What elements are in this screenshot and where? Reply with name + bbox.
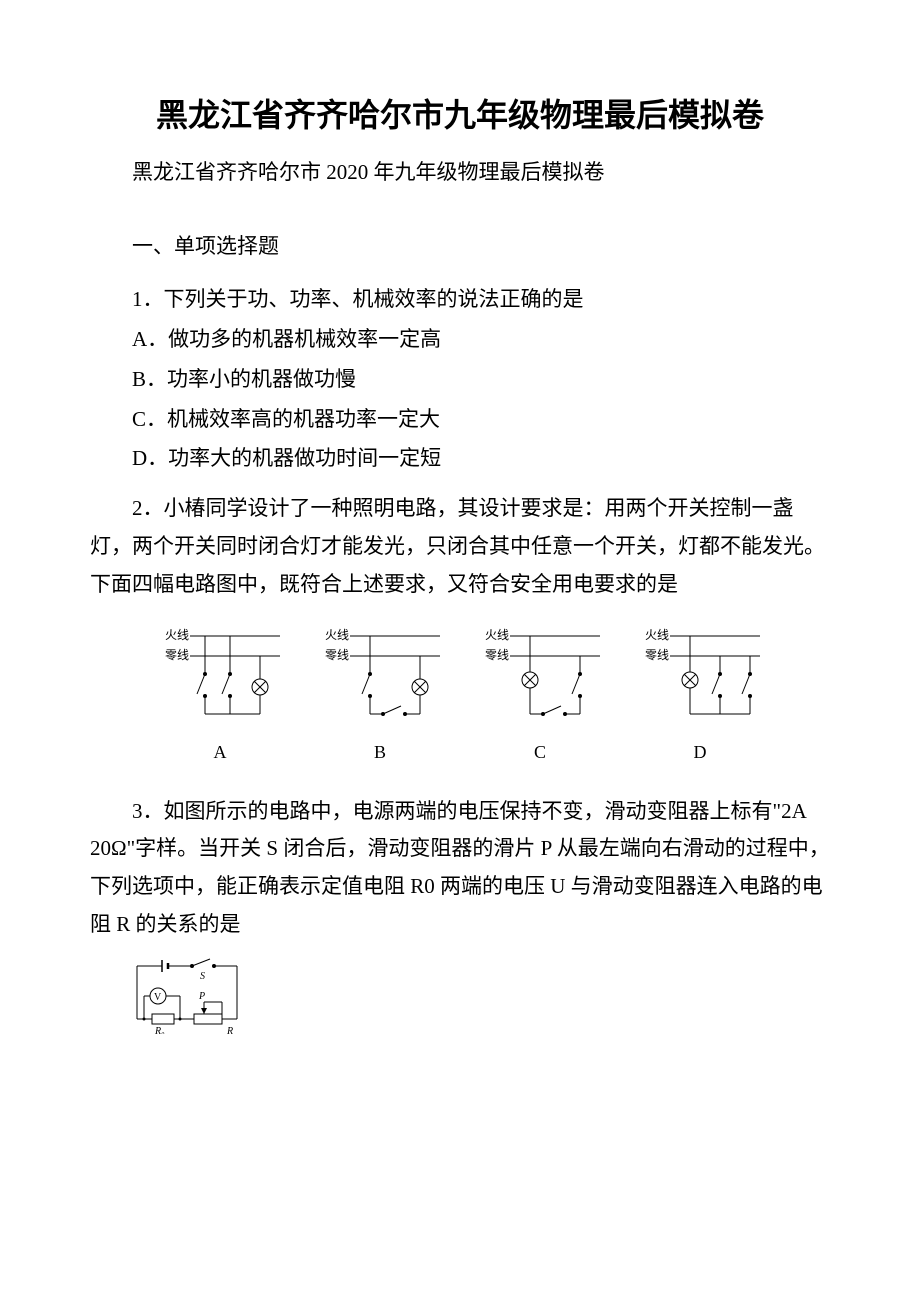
switch-S-label: S: [200, 971, 205, 982]
circuit-D-label: D: [635, 742, 765, 763]
circuit-B: 火线 零线: [315, 624, 445, 763]
circuit-A: 火线 零线: [155, 624, 285, 763]
circuit-B-svg: 火线 零线: [315, 624, 445, 734]
q3-stem: 3．如图所示的电路中，电源两端的电压保持不变，滑动变阻器上标有"2A 20Ω"字…: [90, 793, 830, 944]
live-label: 火线: [485, 628, 509, 642]
V-label: V: [154, 992, 162, 1003]
q2-stem: 2．小椿同学设计了一种照明电路，其设计要求是：用两个开关控制一盏灯，两个开关同时…: [90, 490, 830, 603]
circuit-C-svg: 火线 零线: [475, 624, 605, 734]
neutral-label: 零线: [325, 648, 349, 662]
circuit-C-label: C: [475, 742, 605, 763]
circuit-C: 火线 零线: [475, 624, 605, 763]
question-2: 2．小椿同学设计了一种照明电路，其设计要求是：用两个开关控制一盏灯，两个开关同时…: [90, 490, 830, 762]
circuit-diagrams-row: 火线 零线: [90, 624, 830, 763]
R-label: R: [226, 1026, 233, 1034]
q1-optD: D．功率大的机器做功时间一定短: [90, 440, 830, 478]
document-subtitle: 黑龙江省齐齐哈尔市 2020 年九年级物理最后模拟卷: [90, 156, 830, 190]
q1-optC: C．机械效率高的机器功率一定大: [90, 401, 830, 439]
q1-optB: B．功率小的机器做功慢: [90, 361, 830, 399]
question-3: 3．如图所示的电路中，电源两端的电压保持不变，滑动变阻器上标有"2A 20Ω"字…: [90, 793, 830, 1039]
question-1: 1．下列关于功、功率、机械效率的说法正确的是 A．做功多的机器机械效率一定高 B…: [90, 281, 830, 478]
q3-circuit: S R₀ R P: [122, 954, 830, 1039]
neutral-label: 零线: [165, 648, 189, 662]
document-title: 黑龙江省齐齐哈尔市九年级物理最后模拟卷: [90, 90, 830, 136]
circuit-A-label: A: [155, 742, 285, 763]
circuit-A-svg: 火线 零线: [155, 624, 285, 734]
live-label: 火线: [165, 628, 189, 642]
live-label: 火线: [645, 628, 669, 642]
neutral-label: 零线: [485, 648, 509, 662]
q1-stem: 1．下列关于功、功率、机械效率的说法正确的是: [90, 281, 830, 319]
P-label: P: [198, 991, 205, 1002]
q3-circuit-svg: S R₀ R P: [122, 954, 252, 1034]
R0-label: R₀: [154, 1026, 165, 1034]
q1-optA: A．做功多的机器机械效率一定高: [90, 321, 830, 359]
circuit-B-label: B: [315, 742, 445, 763]
live-label: 火线: [325, 628, 349, 642]
neutral-label: 零线: [645, 648, 669, 662]
circuit-D: 火线 零线: [635, 624, 765, 763]
section-header: 一、单项选择题: [90, 230, 830, 264]
circuit-D-svg: 火线 零线: [635, 624, 765, 734]
